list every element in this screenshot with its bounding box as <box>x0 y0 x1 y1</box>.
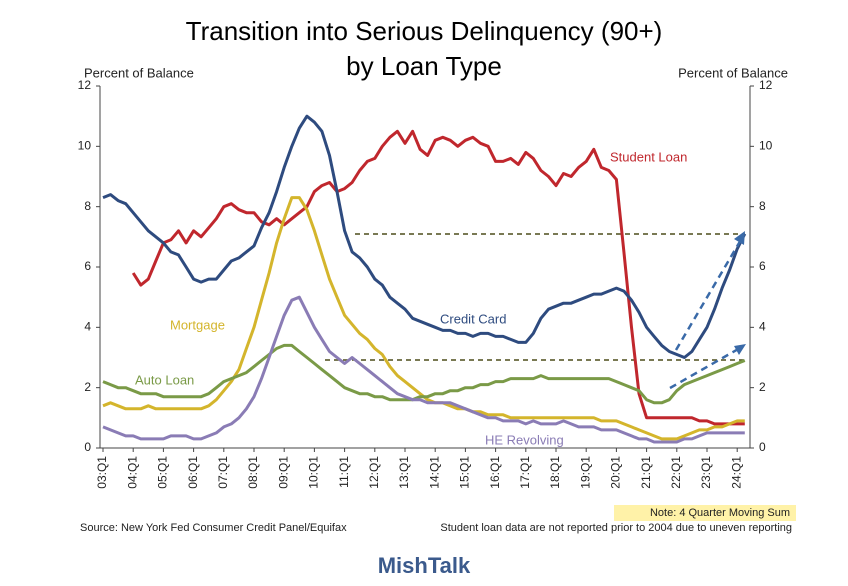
arrow-head <box>734 231 745 245</box>
x-tick-label: 08:Q1 <box>246 456 260 489</box>
y-tick-label: 4 <box>84 320 91 334</box>
x-tick-label: 09:Q1 <box>276 456 290 489</box>
y2-tick-label: 10 <box>759 139 773 153</box>
x-tick-label: 04:Q1 <box>125 456 139 489</box>
x-tick-label: 12:Q1 <box>367 456 381 489</box>
x-tick-label: 22:Q1 <box>669 456 683 489</box>
trend-arrow <box>674 237 744 351</box>
x-tick-label: 14:Q1 <box>427 456 441 489</box>
series-group <box>102 114 747 444</box>
source: Source: New York Fed Consumer Credit Pan… <box>80 522 347 534</box>
series-line <box>102 343 746 405</box>
series-label: Student Loan <box>610 149 687 164</box>
x-tick-label: 11:Q1 <box>337 456 351 488</box>
y2-tick-label: 4 <box>759 320 766 334</box>
series-line <box>131 129 745 426</box>
arrow-head <box>734 344 746 355</box>
x-tick-label: 06:Q1 <box>186 456 200 489</box>
y-tick-label: 8 <box>84 199 91 213</box>
x-tick-label: 16:Q1 <box>488 456 502 489</box>
x-tick-label: 18:Q1 <box>548 456 562 489</box>
y-tick-label: 0 <box>84 440 91 454</box>
x-tick-label: 03:Q1 <box>95 456 109 489</box>
y-tick-label: 2 <box>84 380 91 394</box>
y-tick-label: 12 <box>78 78 92 92</box>
trend-arrow <box>669 346 741 390</box>
series-line <box>102 114 747 359</box>
x-tick-label: 10:Q1 <box>307 456 321 489</box>
y2-tick-label: 8 <box>759 199 766 213</box>
y-tick-label: 6 <box>84 259 91 273</box>
note-box <box>614 505 796 521</box>
y-tick-label: 10 <box>78 139 92 153</box>
x-tick-label: 24:Q1 <box>729 456 743 489</box>
series-label: Credit Card <box>440 311 506 326</box>
note: Note: 4 Quarter Moving Sum <box>650 507 790 519</box>
x-tick-label: 15:Q1 <box>458 456 472 489</box>
series-line <box>102 295 745 444</box>
series-label: Auto Loan <box>135 372 194 387</box>
y2-axis-label: Percent of Balance <box>678 65 788 80</box>
y-axis-label: Percent of Balance <box>84 65 194 80</box>
watermark: MishTalk <box>378 553 471 578</box>
x-tick-label: 19:Q1 <box>578 456 592 489</box>
x-tick-label: 13:Q1 <box>397 456 411 489</box>
x-tick-label: 20:Q1 <box>609 456 623 489</box>
series-label: HE Revolving <box>485 432 564 447</box>
series-label: Mortgage <box>170 317 225 332</box>
x-tick-label: 07:Q1 <box>216 456 230 489</box>
x-tick-label: 23:Q1 <box>699 456 713 489</box>
footnote: Student loan data are not reported prior… <box>440 522 792 534</box>
y2-tick-label: 12 <box>759 78 773 92</box>
chart-title: by Loan Type <box>346 51 502 81</box>
x-tick-label: 21:Q1 <box>639 456 653 489</box>
y2-tick-label: 2 <box>759 380 766 394</box>
x-tick-label: 17:Q1 <box>518 456 532 489</box>
y2-tick-label: 0 <box>759 440 766 454</box>
y2-tick-label: 6 <box>759 259 766 273</box>
x-tick-label: 05:Q1 <box>156 456 170 489</box>
chart-title: Transition into Serious Delinquency (90+… <box>186 16 663 46</box>
